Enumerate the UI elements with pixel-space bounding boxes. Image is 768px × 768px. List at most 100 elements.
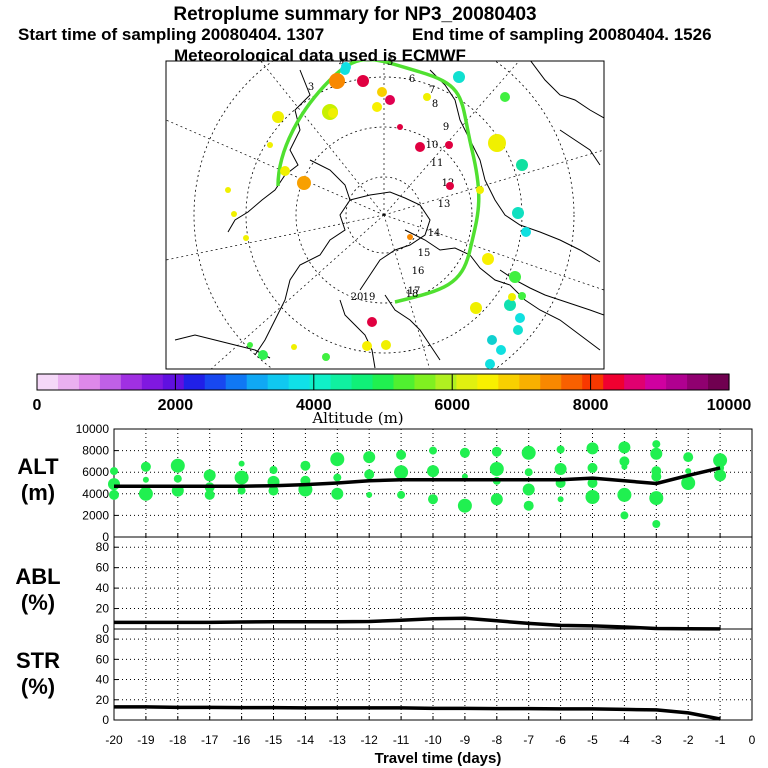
colorbar-swatch	[141, 374, 164, 390]
colorbar-swatch	[477, 374, 499, 390]
day-label-20: 20	[351, 292, 364, 303]
cluster-marker	[291, 344, 297, 350]
x-tick-label: -9	[460, 733, 471, 747]
cluster-marker	[247, 342, 253, 348]
cluster-point	[652, 520, 661, 528]
x-tick-label: -13	[329, 733, 347, 747]
polar-map: 1234567891011121314151617181920	[165, 57, 605, 370]
cluster-point	[427, 465, 439, 478]
cluster-marker	[385, 95, 395, 105]
day-label-8: 8	[432, 99, 438, 110]
cluster-point	[109, 489, 119, 500]
y-tick-label: 0	[102, 713, 109, 727]
cluster-marker	[509, 271, 521, 283]
colorbar-swatch	[519, 374, 541, 390]
x-tick-label: -16	[233, 733, 251, 747]
cluster-marker	[496, 345, 506, 355]
cluster-point	[333, 473, 342, 482]
cluster-point	[459, 447, 470, 458]
x-tick-label: -7	[523, 733, 534, 747]
cluster-marker	[445, 141, 453, 149]
cluster-point	[108, 478, 120, 491]
x-tick-label: -11	[393, 733, 410, 747]
cluster-point	[330, 452, 345, 467]
day-label-18: 18	[406, 289, 419, 300]
x-tick-label: -1	[715, 733, 726, 747]
colorbar-swatch	[78, 374, 101, 390]
colorbar-swatch	[120, 374, 143, 390]
panel-alt: 0 2000 4000 6000 8000 10000	[76, 422, 753, 544]
cluster-marker	[377, 87, 387, 97]
colorbar-swatch	[99, 374, 122, 390]
x-tick-label: -18	[169, 733, 187, 747]
cluster-point	[142, 476, 149, 483]
abl-panel-label: ABL	[15, 564, 60, 589]
y-tick-label: 0	[102, 530, 109, 544]
x-axis-title: Travel time (days)	[375, 750, 502, 767]
colorbar-swatch	[204, 374, 227, 390]
cluster-marker	[362, 341, 372, 351]
day-label-3: 3	[308, 82, 314, 93]
x-tick-label: 0	[749, 733, 756, 747]
cluster-point	[618, 441, 631, 454]
met-data-text: Meteorological data used is ECMWF	[174, 46, 466, 65]
end-time-text: End time of sampling 20080404. 1526	[412, 25, 712, 44]
cluster-marker	[397, 124, 403, 130]
cluster-marker	[476, 186, 484, 194]
day-label-4: 4	[339, 58, 345, 69]
y-tick-label: 80	[96, 632, 110, 646]
colorbar-swatch	[624, 374, 646, 390]
series-line	[114, 616, 721, 631]
day-label-6: 6	[409, 74, 415, 85]
cluster-point	[238, 460, 245, 467]
day-label-14: 14	[428, 228, 441, 239]
x-tick-label: -14	[297, 733, 315, 747]
cluster-marker	[231, 211, 237, 217]
abl-panel-unit: (%)	[21, 590, 55, 615]
cluster-point	[522, 483, 535, 496]
cluster-point	[397, 490, 406, 499]
cluster-marker	[258, 350, 268, 360]
day-label-9: 9	[443, 122, 449, 133]
cluster-marker	[297, 176, 311, 190]
y-tick-label: 6000	[82, 465, 109, 479]
cluster-marker	[329, 73, 345, 89]
cluster-point	[461, 473, 468, 480]
cluster-point	[489, 462, 504, 476]
x-tick-label: -10	[424, 733, 442, 747]
cluster-markers	[225, 62, 531, 369]
cluster-marker	[508, 293, 516, 301]
cluster-point	[269, 466, 278, 474]
series-line	[114, 705, 721, 721]
altitude-colorbar: 0 2000 4000 6000 8000 10000	[33, 373, 751, 414]
colorbar-swatch	[666, 374, 688, 390]
cluster-marker	[521, 227, 531, 237]
cluster-marker	[470, 302, 482, 314]
colorbar-swatch	[687, 374, 709, 390]
cluster-marker	[357, 75, 369, 87]
colorbar-swatch	[162, 374, 185, 390]
day-label-13: 13	[438, 199, 451, 210]
cluster-point	[203, 469, 216, 482]
colorbar-swatch	[351, 374, 374, 390]
cluster-point	[523, 500, 534, 511]
day-label-17: 17	[408, 286, 421, 297]
cluster-marker	[381, 340, 391, 350]
cluster-marker	[272, 111, 284, 123]
colorbar-swatch	[267, 374, 290, 390]
colorbar-swatch	[330, 374, 353, 390]
colorbar-swatch	[498, 374, 520, 390]
x-tick-label: -4	[619, 733, 630, 747]
y-tick-label: 10000	[76, 422, 110, 436]
day-label-16: 16	[412, 266, 425, 277]
colorbar-swatch	[57, 374, 80, 390]
cluster-point	[521, 445, 536, 460]
cluster-point	[366, 491, 373, 498]
cluster-point	[394, 465, 409, 480]
y-tick-label: 20	[96, 602, 110, 616]
colorbar-swatch	[414, 374, 437, 390]
colorbar-swatch	[393, 374, 416, 390]
y-tick-label: 2000	[82, 508, 109, 522]
cluster-marker	[322, 353, 330, 361]
cluster-point	[170, 458, 185, 473]
